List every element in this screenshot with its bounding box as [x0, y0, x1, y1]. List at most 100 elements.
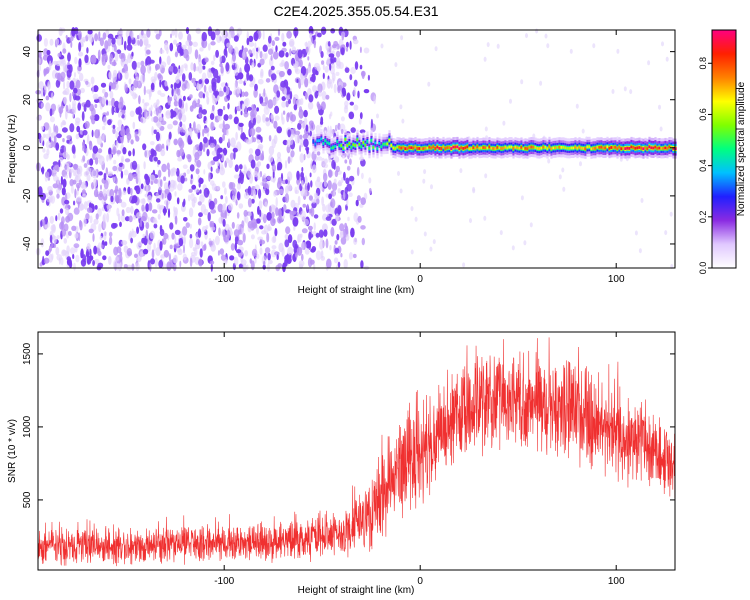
noise-cell — [62, 121, 67, 126]
noise-cell — [321, 223, 328, 232]
noise-cell — [509, 98, 512, 104]
noise-cell — [114, 52, 119, 62]
noise-cell — [363, 89, 370, 94]
noise-cell — [179, 260, 182, 268]
noise-cell — [140, 74, 146, 84]
noise-cell — [46, 55, 53, 65]
noise-cell — [88, 255, 94, 261]
noise-cell — [132, 148, 135, 157]
ridge-cell — [344, 138, 347, 141]
noise-cell — [179, 121, 183, 128]
ridge-cell — [666, 146, 669, 150]
noise-cell — [297, 49, 303, 59]
noise-cell — [429, 246, 433, 252]
noise-cell — [286, 171, 293, 182]
noise-cell — [122, 163, 125, 170]
noise-cell — [317, 32, 322, 38]
noise-cell — [289, 111, 294, 121]
noise-cell — [246, 264, 249, 271]
noise-cell — [340, 253, 343, 258]
noise-cell — [331, 159, 336, 169]
noise-cell — [159, 79, 162, 88]
noise-cell — [145, 56, 152, 66]
noise-cell — [293, 104, 298, 111]
noise-cell — [247, 185, 252, 196]
noise-cell — [203, 169, 206, 175]
noise-cell — [113, 159, 117, 165]
ridge-cell — [450, 147, 453, 150]
ridge-cell — [332, 146, 335, 149]
ridge-cell — [656, 146, 659, 150]
noise-cell — [167, 208, 171, 219]
noise-cell — [89, 115, 95, 121]
noise-cell — [345, 234, 350, 241]
noise-cell — [87, 259, 90, 265]
ridge-cell — [320, 137, 323, 141]
noise-cell — [209, 113, 215, 120]
noise-cell — [328, 53, 335, 58]
noise-cell — [250, 260, 255, 271]
noise-cell — [332, 44, 337, 49]
noise-cell — [147, 195, 153, 203]
ridge-cell — [400, 146, 403, 150]
noise-cell — [245, 188, 248, 196]
noise-cell — [160, 149, 166, 157]
ridge-cell — [644, 146, 647, 150]
ridge-cell — [460, 146, 463, 150]
ridge-cell — [526, 147, 529, 151]
noise-cell — [259, 51, 263, 59]
noise-cell — [350, 66, 356, 75]
noise-cell — [177, 137, 183, 147]
noise-cell — [97, 49, 101, 60]
noise-cell — [228, 138, 230, 149]
noise-cell — [225, 196, 228, 204]
noise-cell — [289, 90, 293, 100]
noise-cell — [105, 99, 109, 106]
noise-cell — [194, 49, 199, 60]
noise-cell — [323, 180, 328, 188]
noise-cell — [268, 154, 274, 163]
noise-cell — [107, 204, 111, 213]
ridge-cell — [658, 146, 661, 150]
noise-cell — [166, 139, 171, 147]
ridge-cell — [374, 141, 377, 145]
ridge-cell — [422, 147, 425, 150]
noise-cell — [203, 187, 210, 198]
noise-cell — [336, 233, 340, 241]
noise-cell — [224, 123, 230, 130]
noise-cell — [145, 222, 150, 230]
noise-cell — [282, 262, 286, 273]
noise-cell — [174, 51, 178, 58]
noise-cell — [248, 49, 253, 55]
noise-cell — [271, 205, 277, 210]
ridge-cell — [504, 145, 507, 149]
noise-cell — [280, 80, 286, 88]
noise-cell — [349, 74, 353, 81]
noise-cell — [150, 258, 155, 265]
noise-cell — [345, 41, 349, 48]
noise-cell — [76, 125, 81, 133]
noise-cell — [190, 174, 193, 180]
noise-cell — [348, 175, 355, 182]
noise-cell — [264, 96, 269, 105]
noise-cell — [74, 27, 79, 35]
noise-cell — [335, 165, 340, 173]
noise-cell — [121, 114, 125, 119]
noise-cell — [157, 169, 162, 178]
noise-cell — [340, 229, 344, 236]
noise-cell — [337, 188, 341, 194]
noise-cell — [118, 187, 122, 197]
ridge-cell — [406, 147, 409, 151]
noise-cell — [265, 78, 271, 83]
noise-cell — [93, 85, 99, 93]
noise-cell — [266, 212, 273, 221]
x-tick-label: 0 — [417, 576, 423, 587]
colorbar-label: Normalized spectral amplitude — [736, 81, 747, 216]
noise-cell — [153, 102, 159, 109]
noise-cell — [85, 251, 90, 258]
noise-cell — [108, 255, 112, 265]
noise-cell — [157, 73, 162, 79]
noise-cell — [358, 118, 362, 125]
ridge-cell — [354, 144, 357, 147]
noise-cell — [414, 216, 418, 222]
